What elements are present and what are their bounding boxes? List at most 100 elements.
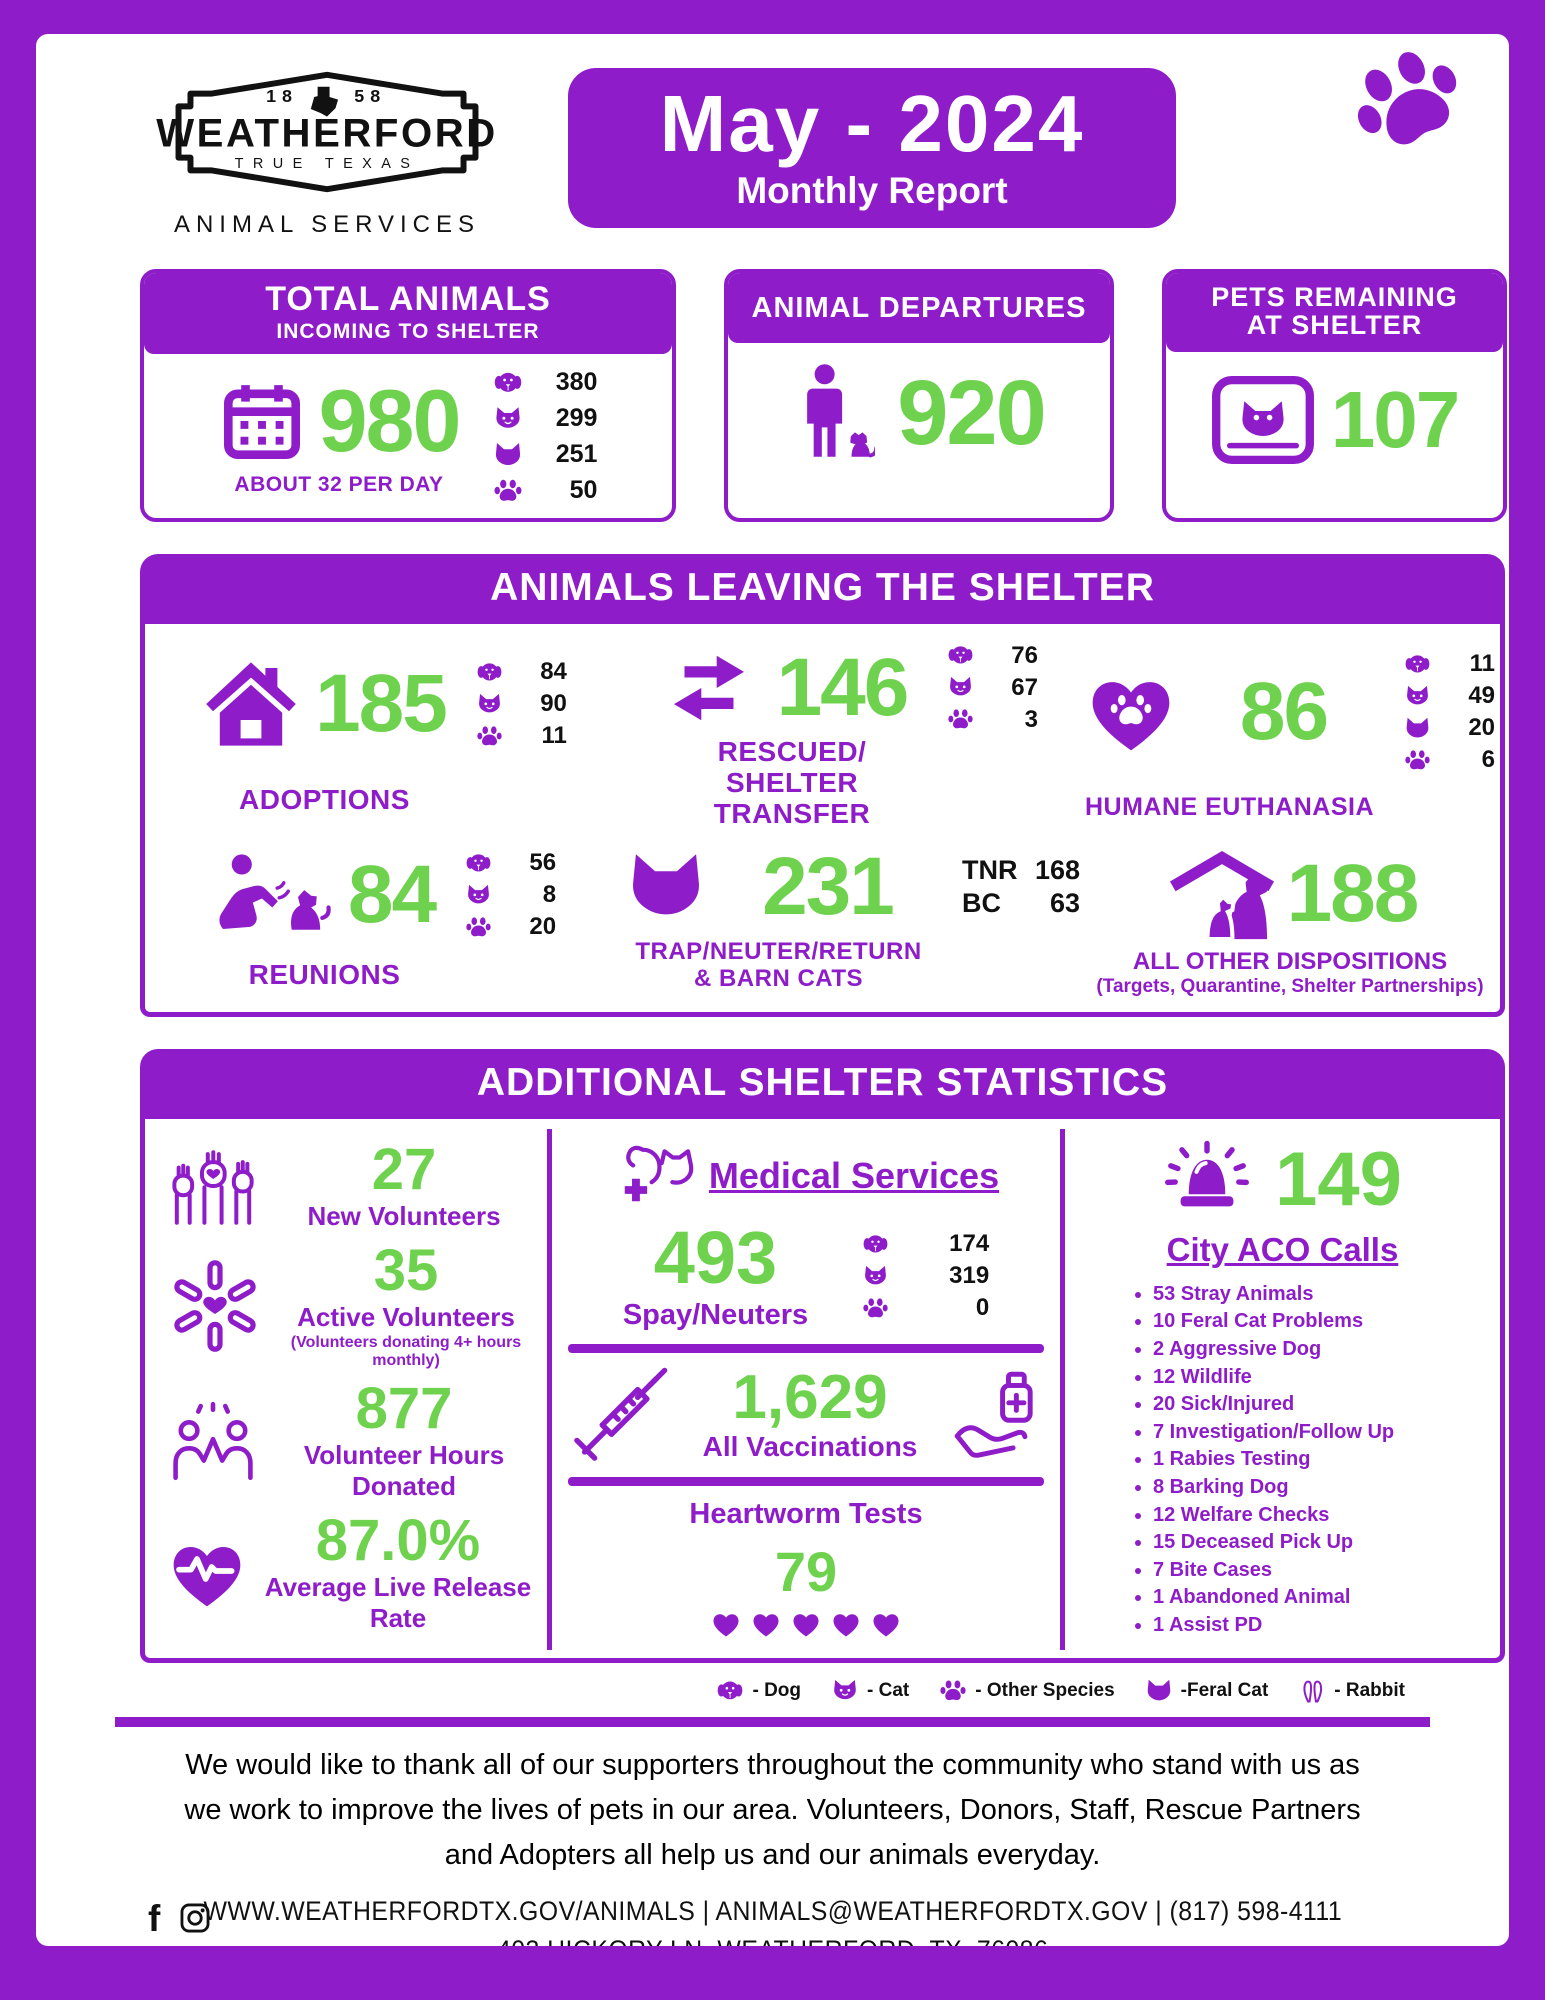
report-sheet: 18 58 WEATHERFORD TRUE TEXAS ANIMAL SERV… (36, 34, 1509, 1946)
active-volunteers-sublabel: (Volunteers donating 4+ hours monthly) (290, 1333, 522, 1369)
aco-list-item: 20 Sick/Injured (1153, 1391, 1486, 1419)
card-departures: ANIMAL DEPARTURES 920 (724, 269, 1114, 522)
person-with-cat-icon (793, 363, 875, 463)
breakdown-value: 319 (949, 1262, 990, 1290)
adoptions-block: 185 84 90 11 ADOPTIONS (145, 642, 625, 830)
heartworm-value: 79 (774, 1539, 838, 1603)
breakdown-value: 76 (1011, 641, 1038, 669)
transfer-breakdown: 76 67 3 (947, 642, 1038, 734)
card-remaining-body: 107 (1166, 352, 1503, 478)
contact-line-2: 403 HICKORY LN, WEATHERFORD, TX, 76086 (497, 1935, 1048, 1946)
transfer-total: 146 (776, 641, 910, 733)
aco-column: 149 City ACO Calls 53 Stray Animals 10 F… (1065, 1129, 1500, 1650)
card-departures-body: 920 (728, 343, 1110, 475)
volunteer-hours-stat: 877 Volunteer Hours Donated (167, 1379, 533, 1502)
siren-icon (1163, 1139, 1251, 1221)
cat-icon (493, 404, 523, 434)
paw-icon (476, 723, 503, 750)
legend-label: - Dog (752, 1679, 802, 1701)
breakdown-value: 67 (1011, 673, 1038, 701)
breakdown-value: 11 (1469, 650, 1496, 678)
rabbit-icon (1298, 1677, 1326, 1705)
paw-icon (465, 914, 492, 941)
legend-label: -Feral Cat (1180, 1679, 1269, 1701)
hand-medicine-icon (950, 1369, 1042, 1461)
breakdown-value: 3 (1024, 705, 1038, 733)
thank-you-text: We would like to thank all of our suppor… (184, 1748, 1361, 1871)
breakdown-value: 251 (555, 440, 598, 469)
dog-icon (947, 642, 974, 669)
heart-icon (791, 1610, 821, 1638)
aco-calls-stat: 149 (1079, 1139, 1486, 1221)
legend-label: - Cat (867, 1679, 910, 1701)
breakdown-row: 50 (493, 476, 597, 506)
breakdown-value: 20 (529, 913, 557, 941)
logo-year-left: 18 (266, 86, 298, 106)
other-sublabel: (Targets, Quarantine, Shelter Partnershi… (1096, 975, 1484, 997)
breakdown-value: 174 (949, 1230, 990, 1258)
heart-icon (871, 1610, 901, 1638)
aco-calls-value: 149 (1275, 1136, 1402, 1222)
new-volunteers-value: 27 (371, 1136, 437, 1202)
paw-icon (947, 706, 974, 733)
aco-list-item: 1 Abandoned Animal (1153, 1584, 1486, 1612)
aco-calls-list: 53 Stray Animals 10 Feral Cat Problems 2… (1153, 1281, 1486, 1640)
spay-value: 493 (653, 1215, 778, 1299)
heart-icon (831, 1610, 861, 1638)
breakdown-value: 6 (1481, 746, 1496, 774)
dog-icon (476, 659, 503, 686)
logo-subtitle: ANIMAL SERVICES (173, 211, 481, 238)
dog-icon (465, 850, 492, 877)
report-subtitle: Monthly Report (736, 170, 1008, 211)
aco-list-item: 7 Bite Cases (1153, 1557, 1486, 1585)
card-incoming: TOTAL ANIMALS INCOMING TO SHELTER 980 AB… (140, 269, 676, 522)
leaving-panel-title: ANIMALS LEAVING THE SHELTER (140, 553, 1505, 624)
new-volunteers-stat: 27 New Volunteers (167, 1136, 533, 1232)
incoming-breakdown: 380 299 251 50 (493, 368, 597, 506)
breakdown-row: 251 (493, 440, 597, 470)
species-legend: - Dog - Cat - Other Species -Feral Cat -… (36, 1673, 1509, 1709)
legend-rabbit: - Rabbit (1298, 1677, 1405, 1705)
leaving-panel-body: 185 84 90 11 ADOPTIONS 146 (140, 623, 1505, 1017)
cat-icon (1404, 683, 1431, 710)
cat-icon (831, 1677, 859, 1705)
vaccinations-stat: 1,629 All Vaccinations (566, 1365, 1046, 1465)
breakdown-value: 50 (569, 476, 598, 505)
feral-cat-icon (1145, 1677, 1173, 1705)
syringe-icon (570, 1365, 670, 1465)
aco-list-item: 2 Aggressive Dog (1153, 1336, 1486, 1364)
aco-list-item: 8 Barking Dog (1153, 1474, 1486, 1502)
leaving-panel: ANIMALS LEAVING THE SHELTER 185 84 90 11… (140, 553, 1505, 1017)
legend-cat: - Cat (831, 1677, 909, 1705)
aco-list-item: 15 Deceased Pick Up (1153, 1529, 1486, 1557)
breakdown-value: 49 (1468, 682, 1496, 710)
footer: f @wpcanimal WWW.WEATHERFORDTX.GOV/ANIMA… (36, 1896, 1509, 1946)
active-volunteers-label: Active Volunteers (297, 1301, 515, 1332)
dog-icon (862, 1231, 889, 1258)
card-incoming-body: 980 ABOUT 32 PER DAY 380 299 (144, 354, 672, 518)
card-departures-header: ANIMAL DEPARTURES (728, 273, 1110, 344)
legend-dog: - Dog (716, 1677, 801, 1705)
medical-services-title: Medical Services (708, 1154, 1000, 1196)
other-dispositions-block: 188 ALL OTHER DISPOSITIONS (Targets, Qua… (1080, 842, 1500, 998)
card-incoming-subtitle: INCOMING TO SHELTER (276, 319, 540, 343)
pets-under-roof-icon (1163, 842, 1281, 946)
logo-year-right: 58 (354, 86, 386, 106)
house-icon (203, 656, 299, 752)
paw-icon (1404, 747, 1431, 774)
aco-list-item: 12 Welfare Checks (1153, 1502, 1486, 1530)
adoptions-label: ADOPTIONS (239, 783, 410, 815)
breakdown-value: 0 (975, 1294, 990, 1322)
other-total: 188 (1286, 847, 1420, 939)
departures-total: 920 (897, 362, 1046, 465)
cat-icon (862, 1263, 889, 1290)
legend-label: - Rabbit (1334, 1679, 1405, 1701)
pet-in-frame-icon (1211, 374, 1315, 466)
other-label: ALL OTHER DISPOSITIONS (1132, 947, 1448, 975)
card-remaining: PETS REMAINING AT SHELTER 107 (1162, 269, 1507, 522)
breakdown-value: 56 (529, 849, 557, 877)
breakdown-row: 380 (493, 368, 597, 398)
reunions-label: REUNIONS (248, 958, 401, 990)
breakdown-value: 84 (540, 658, 567, 686)
